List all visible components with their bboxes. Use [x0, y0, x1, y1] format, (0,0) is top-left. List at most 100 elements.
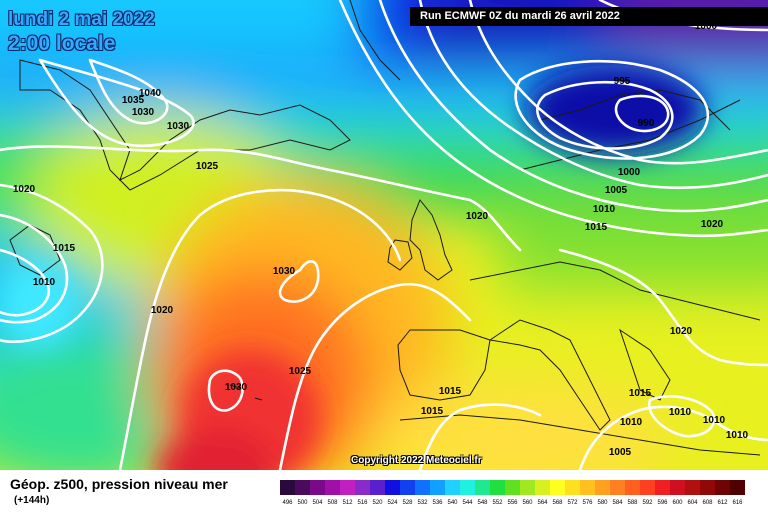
legend-swatch	[640, 480, 656, 495]
legend-tick-label: 584	[612, 500, 623, 506]
legend-swatch	[430, 480, 446, 495]
legend-swatch	[730, 480, 745, 495]
legend-swatch	[550, 480, 566, 495]
legend-swatch	[295, 480, 311, 495]
legend-tick-label: 604	[687, 500, 698, 506]
isobar-label: 1015	[53, 243, 76, 254]
isobar-label: 1005	[605, 185, 628, 196]
legend-swatch	[715, 480, 731, 495]
legend-tick-label: 508	[327, 500, 338, 506]
forecast-date: lundi 2 mai 2022	[8, 9, 155, 30]
legend-swatch	[625, 480, 641, 495]
isobar-label: 1040	[139, 88, 162, 99]
forecast-local-time: 2:00 locale	[8, 32, 116, 55]
isobar-label: 1015	[629, 388, 652, 399]
legend-tick-label: 588	[627, 500, 638, 506]
isobar-label: 1020	[13, 184, 36, 195]
legend-tick-label: 576	[582, 500, 593, 506]
legend-tick-label: 600	[672, 500, 683, 506]
isobar-label: 1020	[151, 305, 174, 316]
isobar-label: 1010	[669, 407, 692, 418]
legend-tick-label: 568	[552, 500, 563, 506]
legend-tick-label: 532	[417, 500, 428, 506]
legend-swatches	[280, 480, 745, 495]
isobar-label: 1010	[726, 430, 749, 441]
isobar-label: 1020	[670, 326, 693, 337]
isobar-label: 1010	[593, 204, 616, 215]
map-canvas: 1040103510301030102510201015101010201030…	[0, 0, 768, 470]
legend-swatch	[310, 480, 326, 495]
isobar-label: 1030	[273, 266, 296, 277]
color-legend: 496 500 504 508 512 516 520 524 528 532 536 540 544 5…	[280, 480, 745, 506]
isobar-label: 1020	[701, 219, 724, 230]
legend-swatch	[535, 480, 551, 495]
legend-tick-label: 516	[357, 500, 368, 506]
weather-map: 1040 1035 1030 1030 1025 1020 1015 1010 1020 1030…	[0, 0, 768, 470]
legend-tick-label: 556	[507, 500, 518, 506]
footer-subtitle: (+144h)	[14, 495, 50, 506]
isobar-label: 990	[638, 118, 655, 129]
legend-swatch	[400, 480, 416, 495]
legend-swatch	[685, 480, 701, 495]
legend-tick-label: 512	[342, 500, 353, 506]
run-banner: Run ECMWF 0Z du mardi 26 avril 2022	[410, 7, 768, 26]
legend-swatch	[520, 480, 536, 495]
isobar-label: 1005	[609, 447, 632, 458]
isobar-label: 1025	[196, 161, 219, 172]
legend-swatch	[505, 480, 521, 495]
isobar-label: 1015	[421, 406, 444, 417]
isobar-label: 1025	[289, 366, 312, 377]
legend-swatch	[670, 480, 686, 495]
isobar-labels: 1040103510301030102510201015101010201030…	[13, 21, 749, 458]
legend-tick-label: 596	[657, 500, 668, 506]
legend-swatch	[325, 480, 341, 495]
isobar-label: 1010	[703, 415, 726, 426]
isobar-label: 1030	[167, 121, 190, 132]
legend-tick-label: 536	[432, 500, 443, 506]
isobar-label: 1010	[620, 417, 643, 428]
legend-tick-label: 592	[642, 500, 653, 506]
isobar-label: 1020	[466, 211, 489, 222]
legend-swatch	[340, 480, 356, 495]
legend-tick-label: 552	[492, 500, 503, 506]
legend-tick-label: 528	[402, 500, 413, 506]
legend-swatch	[445, 480, 461, 495]
map-footer: Géop. z500, pression niveau mer (+144h) …	[0, 470, 768, 512]
isobar-label: 1015	[439, 386, 462, 397]
legend-tick-label: 564	[537, 500, 548, 506]
isobar-label: 1030	[132, 107, 155, 118]
legend-tick-label: 540	[447, 500, 458, 506]
coastlines	[9, 0, 761, 456]
legend-tick-label: 616	[732, 500, 743, 506]
legend-swatch	[415, 480, 431, 495]
legend-tick-label: 524	[387, 500, 398, 506]
isobar-label: 1035	[122, 95, 145, 106]
legend-tick-label: 612	[717, 500, 728, 506]
legend-swatch	[565, 480, 581, 495]
legend-swatch	[385, 480, 401, 495]
legend-swatch	[280, 480, 296, 495]
legend-swatch	[655, 480, 671, 495]
isobar-label: 1000	[695, 21, 718, 32]
isobar-label: 1030	[225, 382, 248, 393]
legend-swatch	[460, 480, 476, 495]
legend-tick-label: 572	[567, 500, 578, 506]
legend-tick-label: 520	[372, 500, 383, 506]
legend-swatch	[370, 480, 386, 495]
legend-tick-label: 560	[522, 500, 533, 506]
legend-tick-label: 580	[597, 500, 608, 506]
legend-tick-label: 504	[312, 500, 323, 506]
isobar-label: 1010	[33, 277, 56, 288]
copyright-notice: Copyright 2022 Meteociel.fr	[351, 455, 482, 466]
isobar-label: 1000	[618, 167, 641, 178]
legend-tick-label: 500	[297, 500, 308, 506]
legend-tick-label: 548	[477, 500, 488, 506]
legend-swatch	[490, 480, 506, 495]
legend-tick-label: 496	[282, 500, 293, 506]
legend-swatch	[595, 480, 611, 495]
legend-swatch	[700, 480, 716, 495]
legend-tick-label: 608	[702, 500, 713, 506]
isobar-label: 995	[614, 76, 631, 87]
legend-swatch	[580, 480, 596, 495]
legend-tick-labels: 496 500 504 508 512 516 520 524 528 532 536 540 544 5…	[282, 500, 743, 506]
